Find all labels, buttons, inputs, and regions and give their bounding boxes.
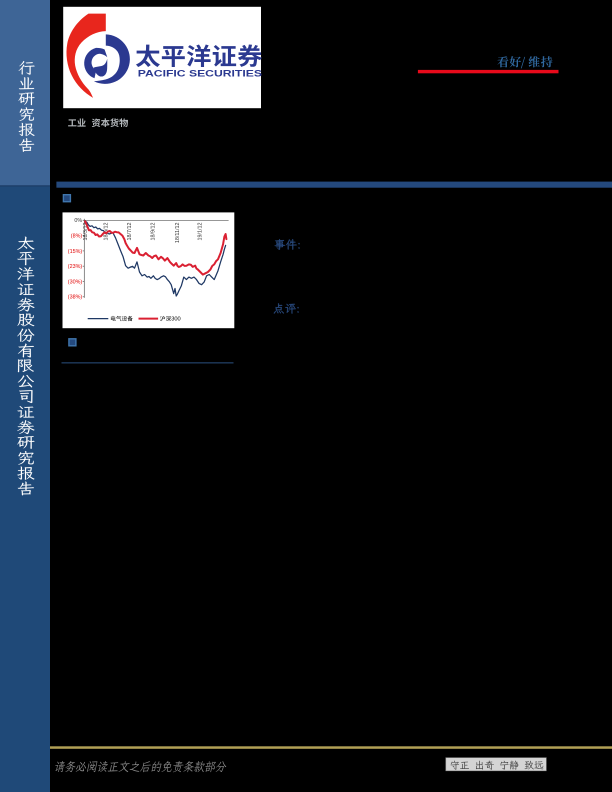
svg-text:0%: 0% — [74, 218, 82, 224]
svg-text:18/9/12: 18/9/12 — [151, 223, 157, 241]
svg-text:18/11/12: 18/11/12 — [175, 223, 181, 244]
svg-text:300: 300 — [171, 317, 181, 323]
svg-text:(23%): (23%) — [68, 264, 83, 270]
svg-text:(15%): (15%) — [68, 249, 83, 255]
svg-text:18/3/12: 18/3/12 — [83, 223, 89, 241]
svg-text:(38%): (38%) — [68, 295, 83, 301]
svg-text:PACIFIC SECURITIES: PACIFIC SECURITIES — [138, 68, 262, 78]
svg-text:(8%): (8%) — [71, 234, 83, 240]
svg-text:19/1/12: 19/1/12 — [198, 223, 204, 241]
svg-text:18/7/12: 18/7/12 — [127, 223, 133, 241]
svg-text:(30%): (30%) — [68, 279, 83, 285]
svg-text:18/5/12: 18/5/12 — [103, 223, 109, 241]
